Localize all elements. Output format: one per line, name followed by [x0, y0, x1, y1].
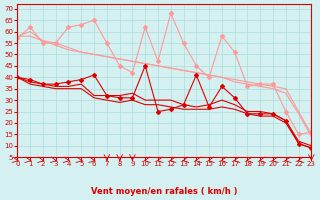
- X-axis label: Vent moyen/en rafales ( km/h ): Vent moyen/en rafales ( km/h ): [91, 187, 238, 196]
